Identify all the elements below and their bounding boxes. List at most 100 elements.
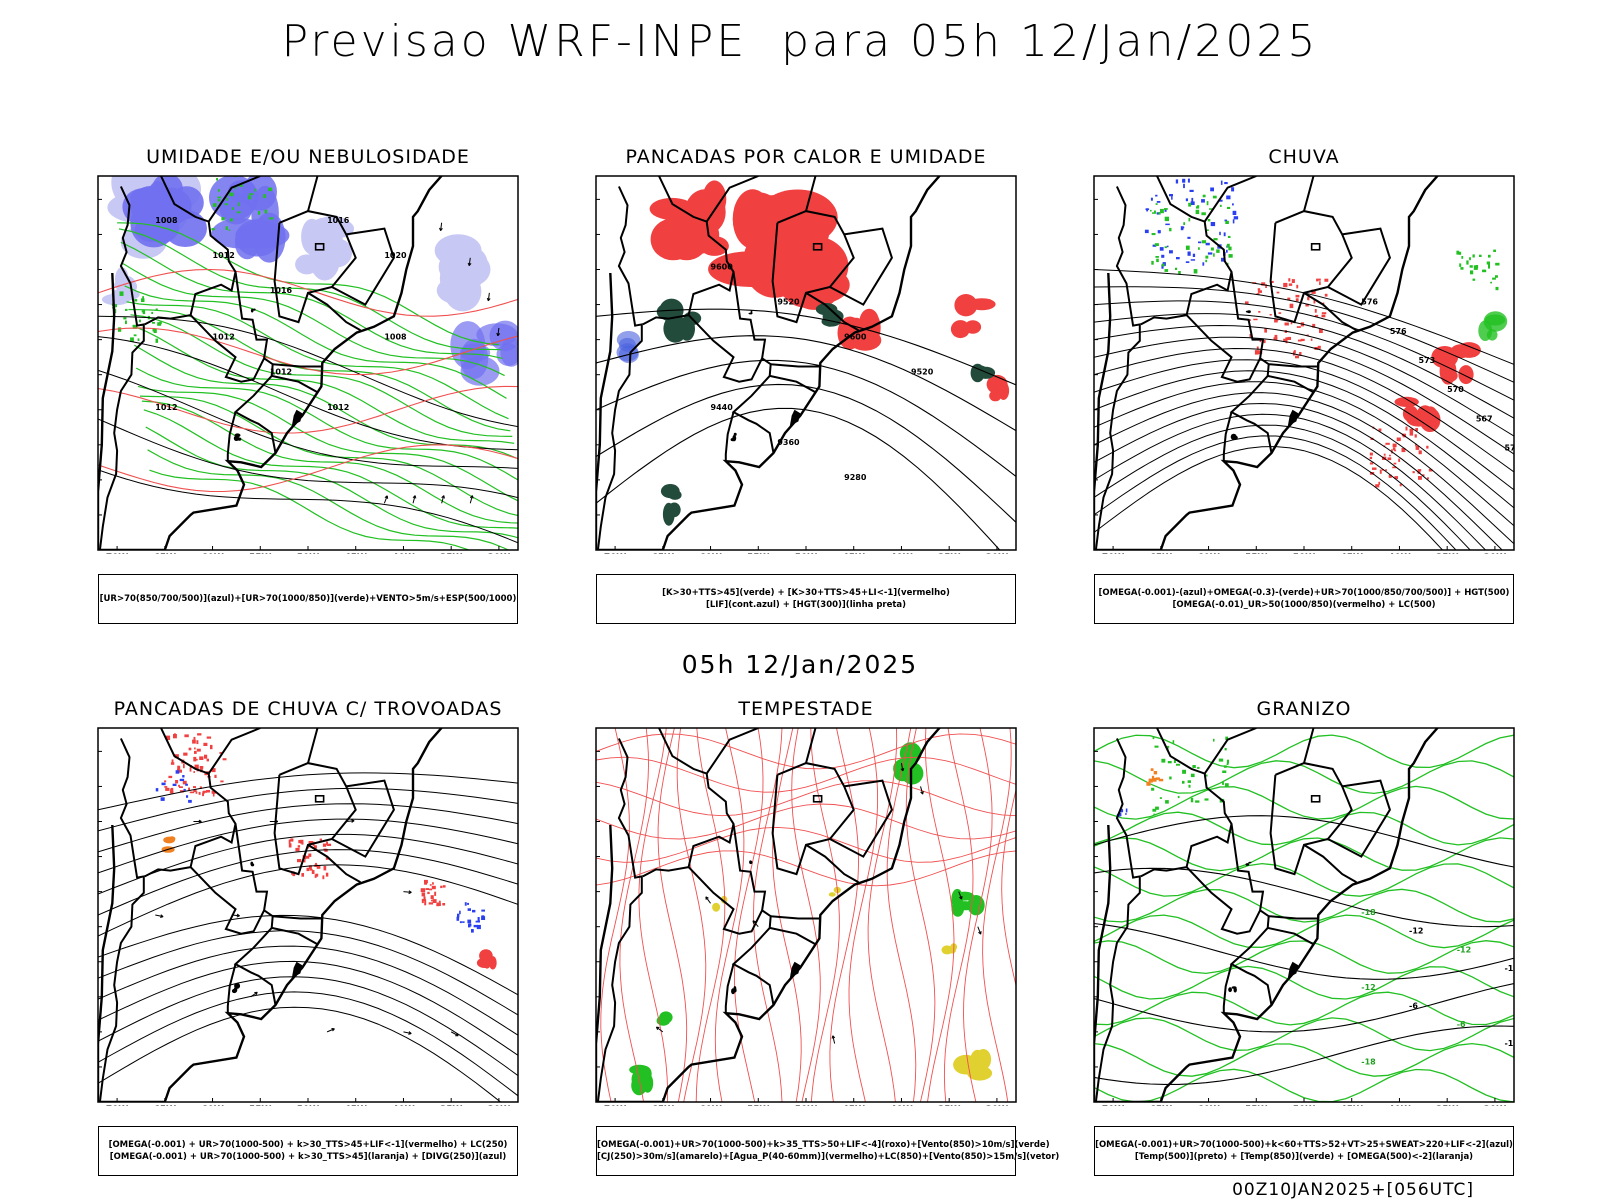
contour-label: -12	[1457, 945, 1471, 954]
contour-label: 9280	[844, 473, 867, 482]
lon-tick-label: 65W	[652, 1105, 675, 1106]
lon-tick-label: 45W	[345, 553, 368, 554]
lon-tick-label: 60W	[201, 553, 224, 554]
legend-line-2: [Temp(500)](preto) + [Temp(850)](verde) …	[1134, 1152, 1474, 1162]
contour-label: 1016	[270, 286, 293, 295]
axes: 12S15S18S21S24S27S30S33S36S39S42S70W65W6…	[97, 175, 519, 554]
lon-tick-label: 70W	[106, 1105, 129, 1106]
contour-label: -12	[1361, 983, 1375, 992]
map-granizo: -18-12-12-18-12-6-6-12-1812S15S18S21S24S…	[1093, 727, 1518, 1106]
contour-label: 1008	[384, 333, 407, 342]
lon-tick-label: 35W	[1436, 553, 1459, 554]
contour-label: -18	[1504, 964, 1518, 973]
lon-tick-label: 45W	[1341, 553, 1364, 554]
panel-title: UMIDADE E/OU NEBULOSIDADE	[146, 146, 470, 168]
contour-label: 9440	[711, 403, 734, 412]
lon-tick-label: 70W	[106, 553, 129, 554]
lon-tick-label: 60W	[201, 1105, 224, 1106]
lon-tick-label: 70W	[604, 553, 627, 554]
panel-granizo: GRANIZO -18-12-12-18-12-6-6-12-1812S15S1…	[1090, 698, 1518, 1178]
contour-label: 576	[1361, 298, 1378, 307]
lon-tick-label: 40W	[392, 553, 415, 554]
contour-label: 567	[1476, 414, 1493, 423]
contour-label: -12	[1409, 927, 1423, 936]
lon-tick-label: 35W	[1436, 1105, 1459, 1106]
panel-chuva: CHUVA 57657657357056757612S15S18S21S24S2…	[1090, 146, 1518, 626]
lon-tick-label: 40W	[890, 553, 913, 554]
lon-tick-label: 55W	[747, 1105, 770, 1106]
contour-label: 1012	[213, 251, 235, 260]
lon-tick-label: 30W	[986, 1105, 1009, 1106]
legend-line-1: [OMEGA(-0.001)+UR>70(1000-500)+k>35_TTS>…	[597, 1140, 1050, 1150]
footer-run-info: 00Z10JAN2025+[056UTC]	[1232, 1180, 1474, 1200]
contour-label: 576	[1390, 327, 1407, 336]
geography-lines	[1094, 176, 1440, 550]
lon-tick-label: 55W	[249, 1105, 272, 1106]
axes: 12S15S18S21S24S27S30S33S36S39S42S70W65W6…	[97, 727, 519, 1106]
lon-tick-label: 55W	[1245, 1105, 1268, 1106]
lon-tick-label: 70W	[1102, 553, 1125, 554]
lon-tick-label: 40W	[890, 1105, 913, 1106]
lon-tick-label: 45W	[1341, 1105, 1364, 1106]
legend-box: [OMEGA(-0.001)+UR>70(1000-500)+k<60+TTS>…	[1094, 1126, 1514, 1176]
panel-trovoadas: PANCADAS DE CHUVA C/ TROVOADAS 12S15S18S…	[94, 698, 522, 1178]
lon-tick-label: 30W	[1484, 1105, 1507, 1106]
lon-tick-label: 65W	[1150, 1105, 1173, 1106]
lon-tick-label: 65W	[1150, 553, 1173, 554]
lon-tick-label: 60W	[699, 553, 722, 554]
lon-tick-label: 30W	[488, 553, 511, 554]
lon-tick-label: 45W	[843, 1105, 866, 1106]
lon-tick-label: 50W	[1293, 553, 1316, 554]
lon-tick-label: 60W	[1197, 1105, 1220, 1106]
contour-label: -6	[1457, 1020, 1466, 1029]
lon-tick-label: 70W	[1102, 1105, 1125, 1106]
legend-line-2: [OMEGA(-0.01)_UR>50(1000/850)(vermelho) …	[1172, 600, 1436, 610]
geography-lines	[596, 728, 942, 1102]
panel-title: PANCADAS DE CHUVA C/ TROVOADAS	[113, 698, 503, 720]
legend-box: [OMEGA(-0.001)-(azul)+OMEGA(-0.3)-(verde…	[1094, 574, 1514, 624]
panel-title: CHUVA	[1268, 146, 1340, 168]
lon-tick-label: 65W	[154, 553, 177, 554]
contour-label: 1012	[155, 403, 177, 412]
legend-line-1: [OMEGA(-0.001)-(azul)+OMEGA(-0.3)-(verde…	[1098, 588, 1510, 598]
legend-line-1: [K>30+TTS>45](verde) + [K>30+TTS>45+LI<-…	[662, 588, 950, 598]
panel-umidade: UMIDADE E/OU NEBULOSIDADE 1008 1012 1016 10…	[94, 146, 522, 626]
lon-tick-label: 35W	[440, 553, 463, 554]
axes: 12S15S18S21S24S27S30S33S36S39S42S70W65W6…	[595, 727, 1017, 1106]
legend-line-1: [OMEGA(-0.001)+UR>70(1000-500)+k<60+TTS>…	[1095, 1140, 1513, 1150]
geography-lines	[1094, 728, 1440, 1102]
lon-tick-label: 60W	[1197, 553, 1220, 554]
axes: 12S15S18S21S24S27S30S33S36S39S42S70W65W6…	[1093, 175, 1515, 554]
contour-label: 573	[1419, 356, 1436, 365]
contour-label: 9520	[777, 298, 800, 307]
lon-tick-label: 30W	[1484, 553, 1507, 554]
lon-tick-label: 70W	[604, 1105, 627, 1106]
contour-label: 576	[1504, 444, 1518, 453]
lon-tick-label: 50W	[795, 553, 818, 554]
legend-line-2: [OMEGA(-0.001) + UR>70(1000-500) + k>30_…	[109, 1152, 507, 1162]
map-chuva: 57657657357056757612S15S18S21S24S27S30S3…	[1093, 175, 1518, 554]
lon-tick-label: 35W	[938, 553, 961, 554]
geography-lines	[98, 176, 444, 550]
map-umidade: 1008101210161016102010121012101210121008…	[97, 175, 519, 554]
legend-box: [OMEGA(-0.001)+UR>70(1000-500)+k>35_TTS>…	[596, 1126, 1059, 1176]
geography-lines	[596, 176, 942, 550]
contour-label: 570	[1447, 385, 1464, 394]
contour-label: 1012	[270, 368, 292, 377]
contour-label: 1012	[213, 333, 235, 342]
contour-label: 9360	[777, 438, 800, 447]
main-title: Previsao WRF-INPE para 05h 12/Jan/2025	[281, 16, 1319, 67]
map-pancadas-calor: 9600 9520 9600 9520 9440 9360 928012S15S18S21S…	[595, 175, 1017, 554]
lon-tick-label: 35W	[440, 1105, 463, 1106]
lon-tick-label: 55W	[747, 553, 770, 554]
lon-tick-label: 45W	[345, 1105, 368, 1106]
lon-tick-label: 50W	[297, 553, 320, 554]
panel-title: TEMPESTADE	[738, 698, 874, 720]
legend-line-1: [OMEGA(-0.001) + UR>70(1000-500) + k>30_…	[108, 1140, 508, 1150]
axes: 12S15S18S21S24S27S30S33S36S39S42S70W65W6…	[1093, 727, 1515, 1106]
lon-tick-label: 30W	[488, 1105, 511, 1106]
mid-title: 05h 12/Jan/2025	[681, 650, 919, 679]
lon-tick-label: 60W	[699, 1105, 722, 1106]
lon-tick-label: 30W	[986, 553, 1009, 554]
lon-tick-label: 50W	[795, 1105, 818, 1106]
